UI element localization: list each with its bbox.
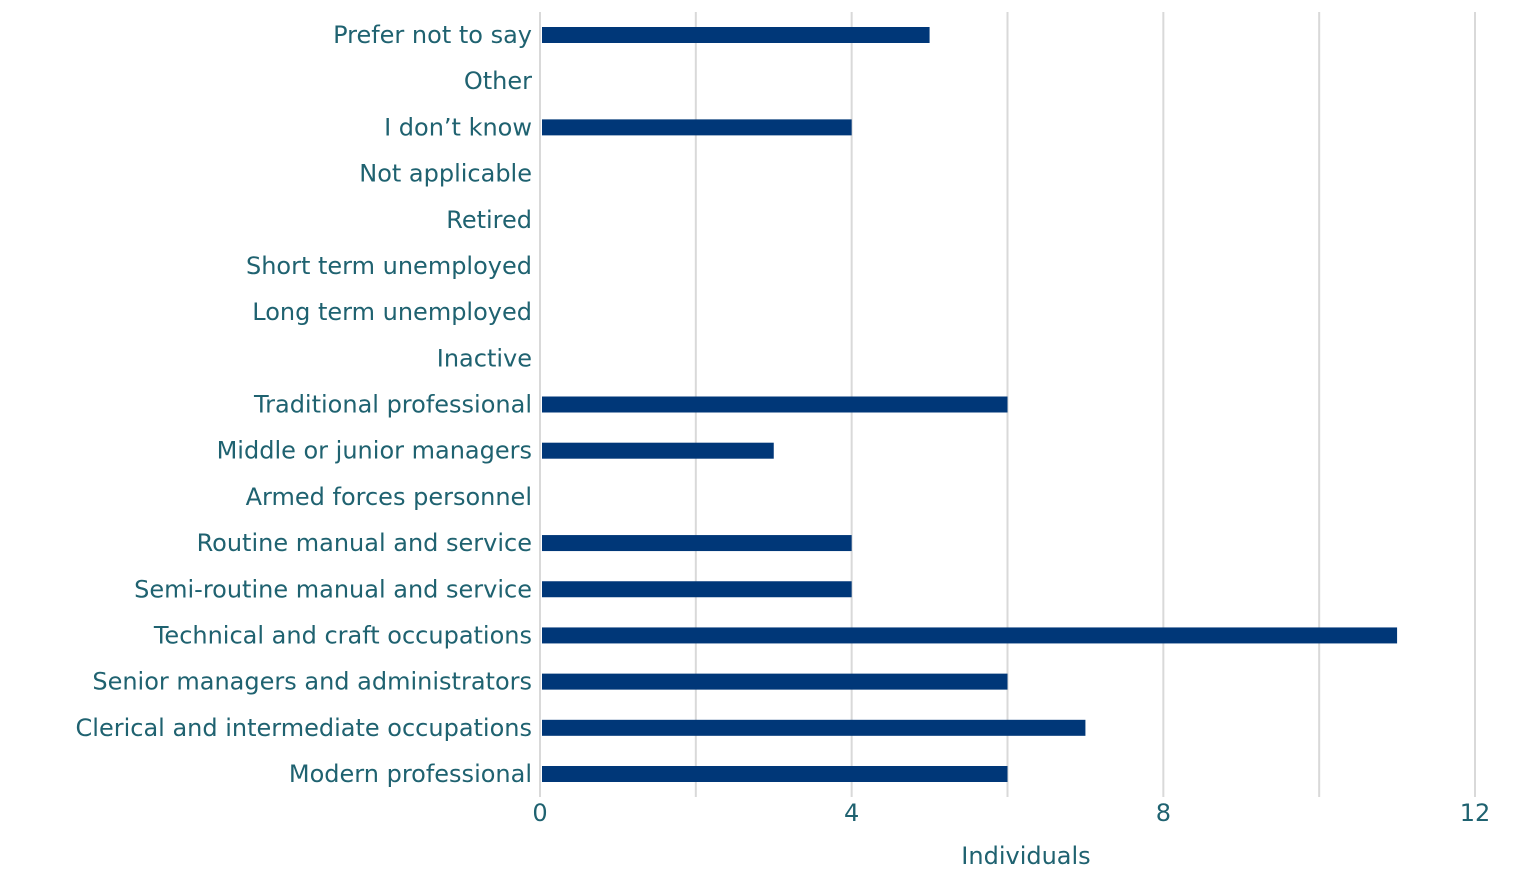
category-label: Technical and craft occupations xyxy=(153,621,532,649)
bar xyxy=(542,719,1086,736)
category-label: Routine manual and service xyxy=(197,529,532,557)
category-label: Prefer not to say xyxy=(333,21,532,49)
bar xyxy=(542,535,852,552)
category-label: Other xyxy=(464,67,532,95)
bar xyxy=(542,396,1008,413)
category-label: I don’t know xyxy=(384,113,532,141)
category-label: Long term unemployed xyxy=(252,298,532,326)
category-label: Semi-routine manual and service xyxy=(134,575,532,603)
bar xyxy=(542,581,852,598)
x-axis-title: Individuals xyxy=(961,842,1090,870)
category-label: Traditional professional xyxy=(253,391,532,419)
bar xyxy=(542,627,1398,644)
bar xyxy=(542,119,852,136)
category-label: Retired xyxy=(446,206,532,234)
category-labels: Prefer not to say Other I don’t know Not ap… xyxy=(76,21,533,788)
category-label: Senior managers and administrators xyxy=(92,668,532,696)
bar xyxy=(542,442,774,459)
x-tick-label: 8 xyxy=(1156,799,1171,827)
x-tick-label: 4 xyxy=(844,799,859,827)
category-label: Armed forces personnel xyxy=(246,483,532,511)
category-label: Inactive xyxy=(437,344,532,372)
category-label: Middle or junior managers xyxy=(217,437,532,465)
x-tick-label: 12 xyxy=(1460,799,1491,827)
x-tick-label: 0 xyxy=(532,799,547,827)
category-label: Modern professional xyxy=(289,760,532,788)
bar xyxy=(542,673,1008,690)
category-label: Clerical and intermediate occupations xyxy=(76,714,532,742)
bar xyxy=(542,766,1008,782)
category-label: Short term unemployed xyxy=(246,252,532,280)
bars xyxy=(542,27,1398,782)
bar xyxy=(542,27,930,43)
x-axis-ticks: 0 4 8 12 xyxy=(532,799,1490,827)
category-label: Not applicable xyxy=(359,160,532,188)
